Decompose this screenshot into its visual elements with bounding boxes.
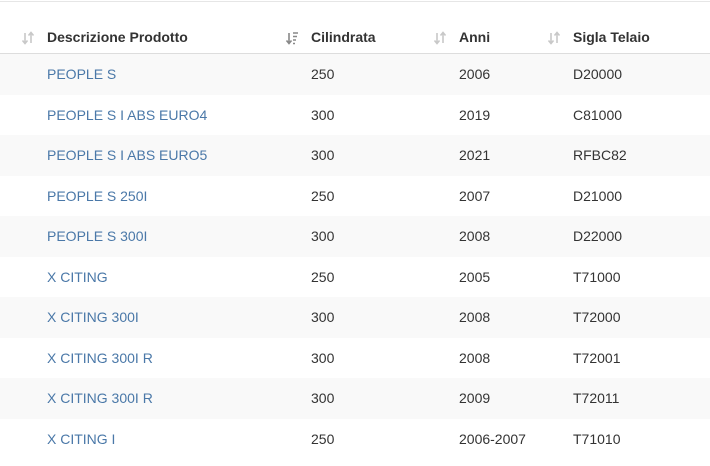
table-row: X CITING I 250 2006-2007 T71010 xyxy=(0,419,710,460)
table-cell: 300 xyxy=(311,228,335,244)
table-cell: X CITING 300I xyxy=(47,297,139,338)
sort-icon[interactable] xyxy=(547,22,561,53)
product-link[interactable]: X CITING xyxy=(47,268,108,285)
table-cell: PEOPLE S I ABS EURO5 xyxy=(47,135,207,176)
product-link[interactable]: X CITING I xyxy=(47,430,116,447)
table-cell: X CITING xyxy=(47,257,108,298)
table-cell: 250 xyxy=(311,187,335,204)
table-cell: 300 xyxy=(311,309,335,325)
table-cell: 2019 xyxy=(459,106,491,123)
table-header: Descrizione Prodotto Cilindrata Anni Sig… xyxy=(0,22,710,55)
table-cell: 2009 xyxy=(459,390,491,406)
product-link[interactable]: PEOPLE S I ABS EURO5 xyxy=(47,147,208,163)
table-cell: 300 xyxy=(311,349,335,366)
table-row: X CITING 300I R 300 2008 T72001 xyxy=(0,338,710,379)
table-cell: PEOPLE S xyxy=(47,54,116,95)
table-cell: D20000 xyxy=(573,66,623,82)
product-link[interactable]: X CITING 300I R xyxy=(47,390,153,406)
table-cell: X CITING I xyxy=(47,419,115,460)
table-cell: PEOPLE S I ABS EURO4 xyxy=(47,95,207,136)
table-cell: T71000 xyxy=(573,268,621,285)
table-cell: 2021 xyxy=(459,147,491,163)
top-border xyxy=(0,1,710,2)
column-header[interactable]: Anni xyxy=(459,29,491,45)
product-link[interactable]: PEOPLE S I ABS EURO4 xyxy=(47,106,208,123)
product-link[interactable]: X CITING 300I xyxy=(47,309,139,325)
sort-icon[interactable] xyxy=(285,22,299,53)
product-link[interactable]: PEOPLE S 300I xyxy=(47,228,148,244)
table-cell: D21000 xyxy=(573,187,623,204)
table-cell: 300 xyxy=(311,147,335,163)
table-row: PEOPLE S 250I 250 2007 D21000 xyxy=(0,176,710,217)
column-header[interactable]: Cilindrata xyxy=(311,29,376,45)
table-cell: 2008 xyxy=(459,228,491,244)
sort-icon[interactable] xyxy=(433,22,447,53)
column-header[interactable]: Descrizione Prodotto xyxy=(47,29,188,45)
table-cell: T72001 xyxy=(573,349,621,366)
sort-icon[interactable] xyxy=(21,22,35,53)
table-cell: T72011 xyxy=(573,390,620,406)
table-cell: 250 xyxy=(311,66,335,82)
column-header[interactable]: Sigla Telaio xyxy=(573,29,650,45)
table-cell: 250 xyxy=(311,430,335,447)
table-cell: 2008 xyxy=(459,309,491,325)
table-cell: X CITING 300I R xyxy=(47,378,153,419)
product-link[interactable]: X CITING 300I R xyxy=(47,349,153,366)
table-row: X CITING 300I 300 2008 T72000 xyxy=(0,297,710,338)
table-row: PEOPLE S I ABS EURO4 300 2019 C81000 xyxy=(0,95,710,136)
table-cell: 2006-2007 xyxy=(459,430,526,447)
table-cell: X CITING 300I R xyxy=(47,338,153,379)
product-link[interactable]: PEOPLE S 250I xyxy=(47,187,148,204)
table-cell: 2005 xyxy=(459,268,491,285)
table-row: PEOPLE S 250 2006 D20000 xyxy=(0,54,710,95)
table-cell: D22000 xyxy=(573,228,623,244)
table-cell: 250 xyxy=(311,268,335,285)
table-row: PEOPLE S 300I 300 2008 D22000 xyxy=(0,216,710,257)
table-row: PEOPLE S I ABS EURO5 300 2021 RFBC82 xyxy=(0,135,710,176)
table-cell: RFBC82 xyxy=(573,147,627,163)
table-row: X CITING 300I R 300 2009 T72011 xyxy=(0,378,710,419)
table-cell: PEOPLE S 300I xyxy=(47,216,147,257)
table-cell: 300 xyxy=(311,106,335,123)
table-cell: 2006 xyxy=(459,66,491,82)
table-cell: 2008 xyxy=(459,349,491,366)
table-cell: C81000 xyxy=(573,106,623,123)
table-cell: T71010 xyxy=(573,430,621,447)
table-row: X CITING 250 2005 T71000 xyxy=(0,257,710,298)
product-link[interactable]: PEOPLE S xyxy=(47,66,117,82)
table-cell: T72000 xyxy=(573,309,621,325)
table-cell: PEOPLE S 250I xyxy=(47,176,147,217)
table-cell: 2007 xyxy=(459,187,491,204)
table-cell: 300 xyxy=(311,390,335,406)
